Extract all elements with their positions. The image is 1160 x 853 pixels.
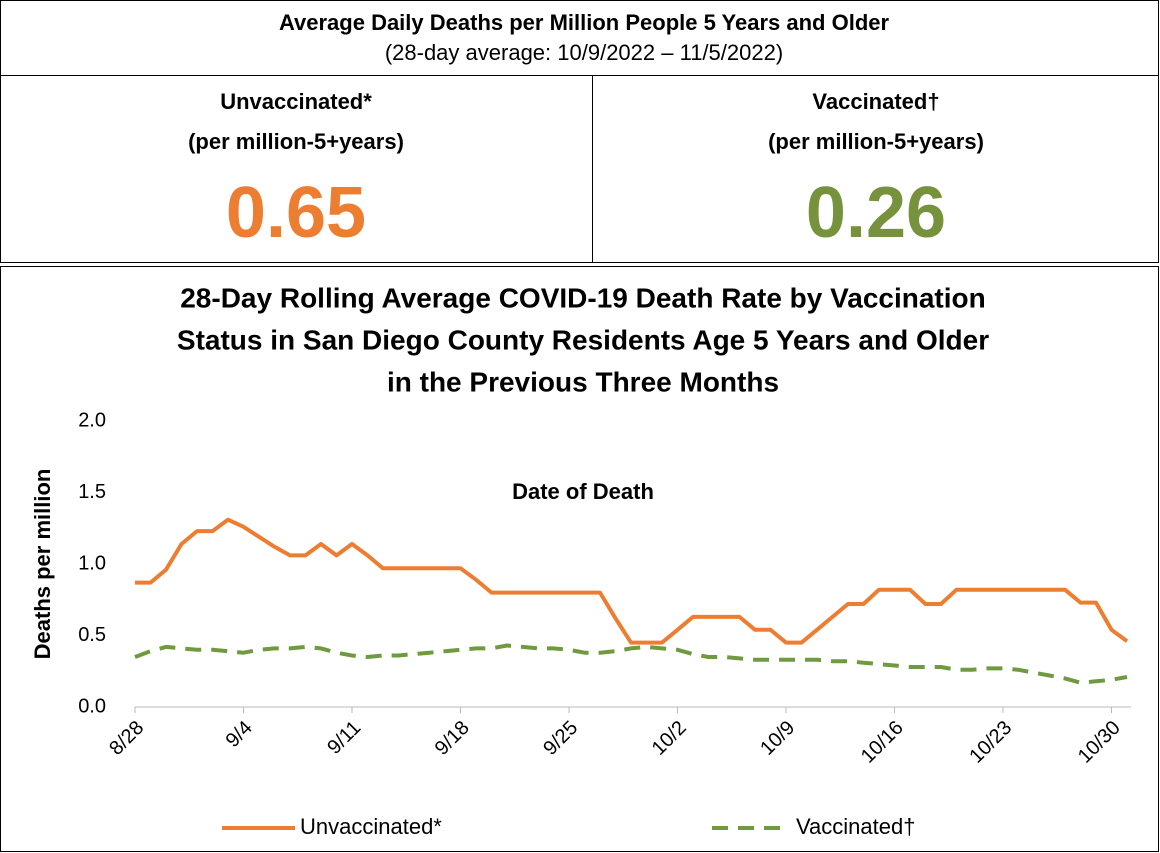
y-tick-label: 1.5: [78, 481, 106, 503]
x-tick-label: 10/9: [756, 717, 799, 760]
x-tick-label: 10/23: [965, 717, 1016, 768]
y-tick-label: 0.5: [78, 624, 106, 646]
cell-label: Vaccinated†: [812, 89, 939, 114]
legend-label: Unvaccinated*: [300, 814, 442, 839]
x-tick-label: 9/25: [539, 717, 582, 760]
summary-title: Average Daily Deaths per Million People …: [279, 10, 890, 35]
cell-label: (per million-5+years): [768, 129, 984, 154]
y-tick-label: 2.0: [78, 409, 106, 431]
x-tick-label: 10/16: [857, 717, 908, 768]
cell-value: 0.65: [226, 173, 366, 253]
x-tick-label: 8/28: [105, 717, 148, 760]
chart-box: [0, 266, 1159, 852]
x-tick-label: 9/4: [222, 717, 257, 752]
x-tick-label: 10/2: [648, 717, 691, 760]
series-line: [134, 643, 1128, 685]
chart-title: Status in San Diego County Residents Age…: [177, 324, 989, 355]
cell-label: Unvaccinated*: [220, 89, 372, 114]
x-axis-label: Date of Death: [512, 479, 654, 504]
y-axis-label: Deaths per million: [30, 469, 55, 660]
summary-subtitle: (28-day average: 10/9/2022 – 11/5/2022): [385, 40, 783, 65]
y-tick-label: 1.0: [78, 552, 106, 574]
cell-label: (per million-5+years): [188, 129, 404, 154]
cell-value: 0.26: [806, 173, 946, 253]
summary-box: [0, 0, 1159, 263]
series-line: [135, 517, 1129, 645]
chart-title: in the Previous Three Months: [387, 366, 779, 397]
y-tick-label: 0.0: [78, 695, 106, 717]
x-tick-label: 9/11: [323, 717, 365, 759]
x-tick-label: 9/18: [431, 717, 474, 760]
x-tick-label: 10/30: [1074, 717, 1125, 768]
legend-label: Vaccinated†: [796, 814, 915, 839]
chart-title: 28-Day Rolling Average COVID-19 Death Ra…: [180, 282, 986, 313]
